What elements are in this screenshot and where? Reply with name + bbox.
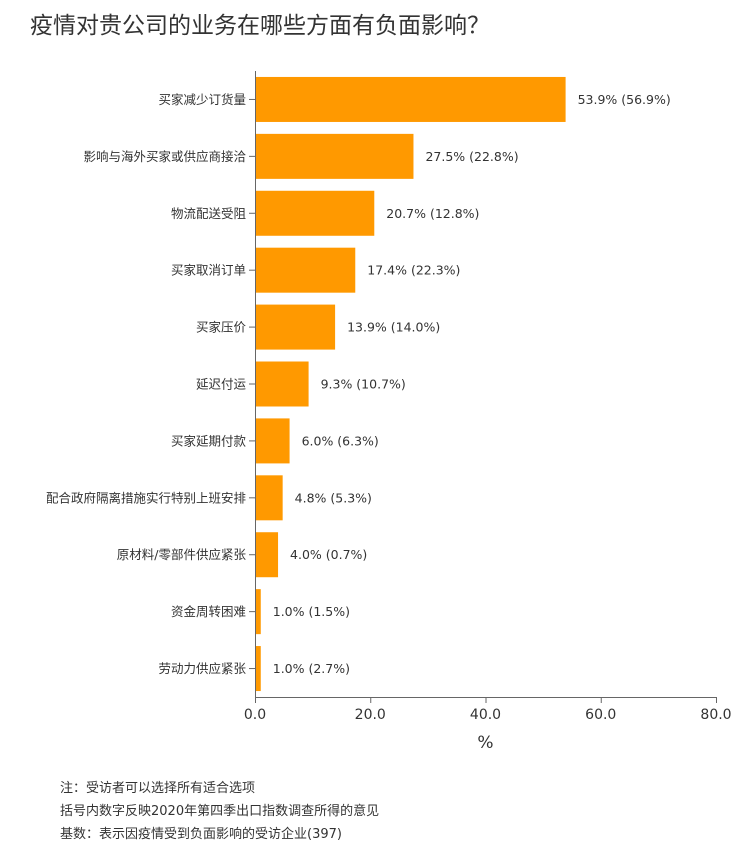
bar <box>255 646 261 692</box>
bar <box>255 361 309 407</box>
y-tick-label: 原材料/零部件供应紧张 <box>117 547 247 562</box>
bar <box>255 133 414 179</box>
y-tick-label: 买家减少订货量 <box>158 92 246 107</box>
bar <box>255 190 375 236</box>
data-label: 17.4% (22.3%) <box>367 263 460 278</box>
x-axis-title: % <box>477 733 493 753</box>
y-tick-label: 物流配送受阻 <box>171 206 247 221</box>
data-label: 4.8% (5.3%) <box>295 490 372 505</box>
bar <box>255 247 356 293</box>
bar <box>255 589 261 635</box>
data-label: 9.3% (10.7%) <box>321 377 406 392</box>
note-brackets: 括号内数字反映2020年第四季出口指数调查所得的意见 <box>60 804 380 819</box>
data-label: 27.5% (22.8%) <box>425 149 518 164</box>
y-tick-label: 买家取消订单 <box>171 263 246 278</box>
data-label: 1.0% (2.7%) <box>273 661 350 676</box>
note-base: 基数：表示因疫情受到负面影响的受访企业(397) <box>60 827 342 842</box>
bar <box>255 475 283 521</box>
y-tick-label: 劳动力供应紧张 <box>158 661 246 676</box>
y-tick-label: 资金周转困难 <box>171 604 246 619</box>
y-tick-label: 买家延期付款 <box>171 433 247 448</box>
y-tick-label: 配合政府隔离措施实行特别上班安排 <box>46 490 247 505</box>
data-label: 6.0% (6.3%) <box>302 433 379 448</box>
x-tick-label: 80.0 <box>700 707 731 723</box>
x-tick-label: 20.0 <box>355 707 386 723</box>
bar <box>255 532 279 578</box>
bar <box>255 418 290 464</box>
data-label: 4.0% (0.7%) <box>290 547 367 562</box>
bar <box>255 76 566 122</box>
bar <box>255 304 336 350</box>
x-tick-label: 60.0 <box>585 707 616 723</box>
y-tick-label: 影响与海外买家或供应商接洽 <box>83 149 246 164</box>
data-label: 20.7% (12.8%) <box>386 206 479 221</box>
y-tick-label: 买家压价 <box>196 320 247 335</box>
data-label: 53.9% (56.9%) <box>578 92 671 107</box>
x-tick-label: 0.0 <box>244 707 266 723</box>
y-tick-label: 延迟付运 <box>196 377 247 392</box>
note-respondents: 注：受访者可以选择所有适合选项 <box>60 781 256 796</box>
chart-title: 疫情对贵公司的业务在哪些方面有负面影响？ <box>30 13 490 39</box>
data-label: 1.0% (1.5%) <box>273 604 350 619</box>
chart-notes: 注：受访者可以选择所有适合选项 括号内数字反映2020年第四季出口指数调查所得的… <box>60 777 379 846</box>
data-label: 13.9% (14.0%) <box>347 320 440 335</box>
x-tick-label: 40.0 <box>470 707 501 723</box>
